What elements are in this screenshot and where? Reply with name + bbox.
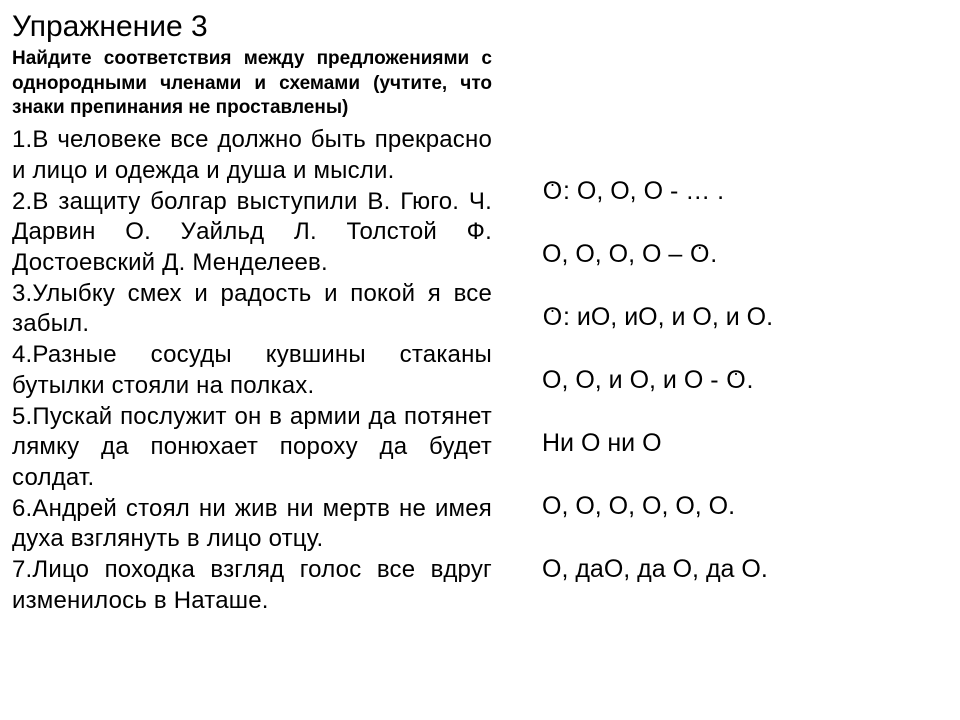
scheme-3: O: иО, иО, и О, и О.	[542, 302, 942, 332]
sentence-3: 3.Улыбку смех и радость и покой я все за…	[12, 279, 492, 340]
scheme-text: О, О, О, О –	[542, 240, 689, 268]
scheme-text: : О, О, О - … .	[563, 177, 724, 205]
sentence-2: 2.В защиту болгар выступили В. Гюго. Ч. …	[12, 187, 492, 279]
scheme-text: : иО, иО, и О, и О.	[563, 303, 773, 331]
exercise-instruction: Найдите соответствия между предложениями…	[12, 47, 492, 121]
generalizing-symbol: O	[542, 176, 563, 206]
scheme-2: О, О, О, О – O.	[542, 239, 942, 269]
sentence-5: 5.Пускай послужит он в армии да потянет …	[12, 402, 492, 494]
left-column: Упражнение 3 Найдите соответствия между …	[12, 10, 502, 710]
scheme-7: О, даО, да О, да О.	[542, 554, 942, 584]
generalizing-symbol: O	[726, 365, 747, 395]
scheme-text: .	[747, 366, 754, 394]
sentence-7: 7.Лицо походка взгляд голос все вдруг из…	[12, 555, 492, 616]
scheme-4: О, О, и О, и О - O.	[542, 365, 942, 395]
exercise-title: Упражнение 3	[12, 10, 492, 43]
generalizing-symbol: O	[542, 302, 563, 332]
scheme-6: О, О, О, О, О, О.	[542, 491, 942, 521]
sentence-4: 4.Разные сосуды кувшины стаканы бутылки …	[12, 340, 492, 401]
right-column: O: О, О, О - … . О, О, О, О – O. O: иО, …	[502, 10, 942, 710]
generalizing-symbol: O	[689, 239, 710, 269]
sentence-1: 1.В человеке все должно быть прекрасно и…	[12, 125, 492, 186]
scheme-1: O: О, О, О - … .	[542, 176, 942, 206]
scheme-5: Ни О ни О	[542, 428, 942, 458]
scheme-text: О, О, и О, и О -	[542, 366, 726, 394]
scheme-text: .	[710, 240, 717, 268]
sentence-6: 6.Андрей стоял ни жив ни мертв не имея д…	[12, 494, 492, 555]
